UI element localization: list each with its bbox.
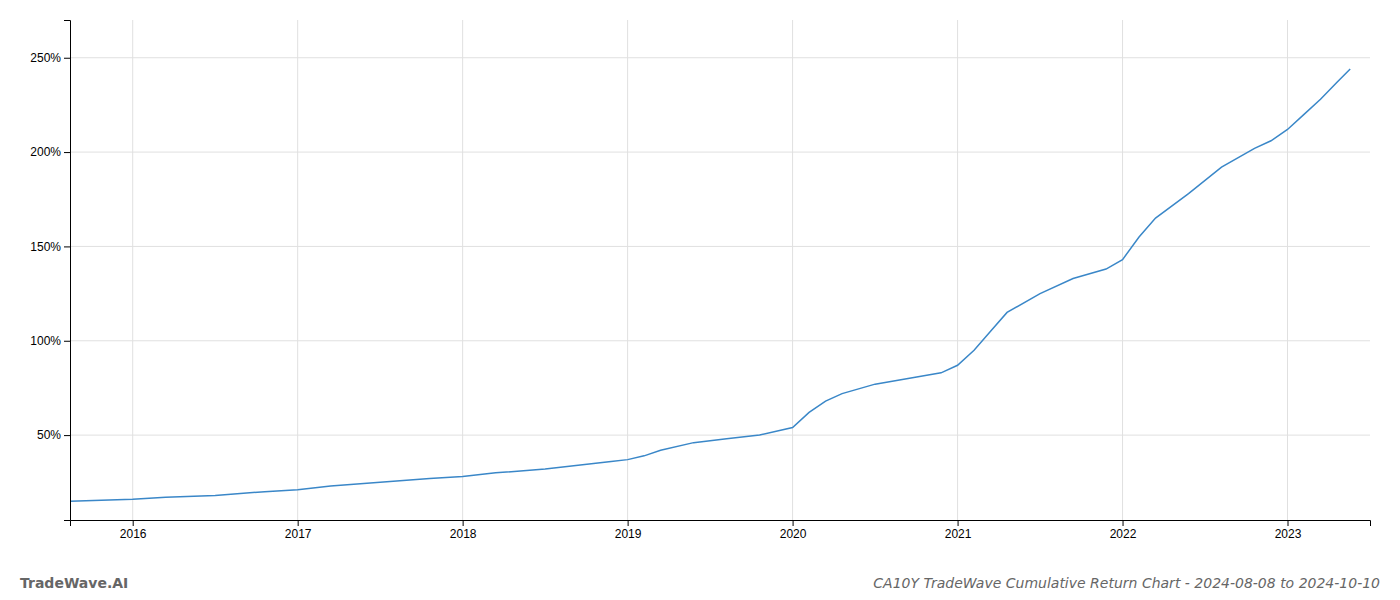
grid: [70, 20, 1370, 520]
title: CA10Y TradeWave Cumulative Return Chart …: [873, 575, 1380, 591]
plot-area: 2016 2017 2018 2019 2020 2021 2022 2023 50% 100% 1…: [30, 20, 1370, 541]
grid-line-y: [70, 435, 1370, 436]
x-tick-label: 2021: [945, 527, 972, 541]
x-tick: 2017: [285, 520, 312, 541]
grid-line-x: [627, 20, 628, 520]
y-tick: 250%: [30, 51, 70, 65]
x-tick-label: 2019: [615, 527, 642, 541]
x-tick-label: 2022: [1110, 527, 1137, 541]
y-tick-label: 150%: [30, 240, 61, 254]
y-tick: 50%: [37, 428, 70, 442]
grid-line-y: [70, 246, 1370, 247]
x-tick-mark: [1123, 520, 1124, 526]
x-tick: 2018: [450, 520, 477, 541]
x-tick-mark: [463, 520, 464, 526]
x-tick: 2019: [615, 520, 642, 541]
x-tick-label: 2020: [780, 527, 807, 541]
grid-line-x: [1287, 20, 1288, 520]
y-tick: 100%: [30, 334, 70, 348]
y-tick-mark: [64, 435, 70, 436]
y-tick-mark: [64, 152, 70, 153]
grid-line-x: [462, 20, 463, 520]
y-tick-label: 50%: [37, 428, 61, 442]
x-tick-mark: [133, 520, 134, 526]
y-tick-label: 100%: [30, 334, 61, 348]
x-tick-mark: [958, 520, 959, 526]
y-tick: 200%: [30, 145, 70, 159]
x-tick-label: 2023: [1275, 527, 1302, 541]
grid-line-y: [70, 340, 1370, 341]
y-tick: 150%: [30, 240, 70, 254]
grid-line-y: [70, 152, 1370, 153]
y-tick-label: 200%: [30, 145, 61, 159]
grid-line-y: [70, 57, 1370, 58]
grid-line-x: [957, 20, 958, 520]
grid-line-x: [1122, 20, 1123, 520]
x-tick-label: 2018: [450, 527, 477, 541]
x-tick-mark: [628, 520, 629, 526]
y-tick-mark: [64, 341, 70, 342]
x-tick-label: 2016: [120, 527, 147, 541]
y-tick-label: 250%: [30, 51, 61, 65]
x-tick-mark: [1288, 520, 1289, 526]
marks: [70, 69, 1350, 501]
x-tick-mark: [298, 520, 299, 526]
x-tick: 2022: [1110, 520, 1137, 541]
x-axis: 2016 2017 2018 2019 2020 2021 2022 2023: [71, 520, 1371, 541]
y-axis-line: [64, 21, 71, 521]
y-axis: 50% 100% 150% 200% 250%: [30, 21, 70, 521]
x-axis-line: [71, 521, 1371, 527]
x-tick: 2020: [780, 520, 807, 541]
x-tick: 2023: [1275, 520, 1302, 541]
watermark: TradeWave.AI: [20, 575, 128, 591]
y-tick-mark: [64, 58, 70, 59]
return-line: [70, 69, 1350, 501]
y-tick-mark: [64, 246, 70, 247]
grid-line-x: [132, 20, 133, 520]
grid-line-x: [792, 20, 793, 520]
x-tick: 2016: [120, 520, 147, 541]
x-tick-mark: [793, 520, 794, 526]
chart: 2016 2017 2018 2019 2020 2021 2022 2023 50% 100% 1…: [0, 0, 1400, 600]
x-tick: 2021: [945, 520, 972, 541]
grid-line-x: [297, 20, 298, 520]
x-tick-label: 2017: [285, 527, 312, 541]
